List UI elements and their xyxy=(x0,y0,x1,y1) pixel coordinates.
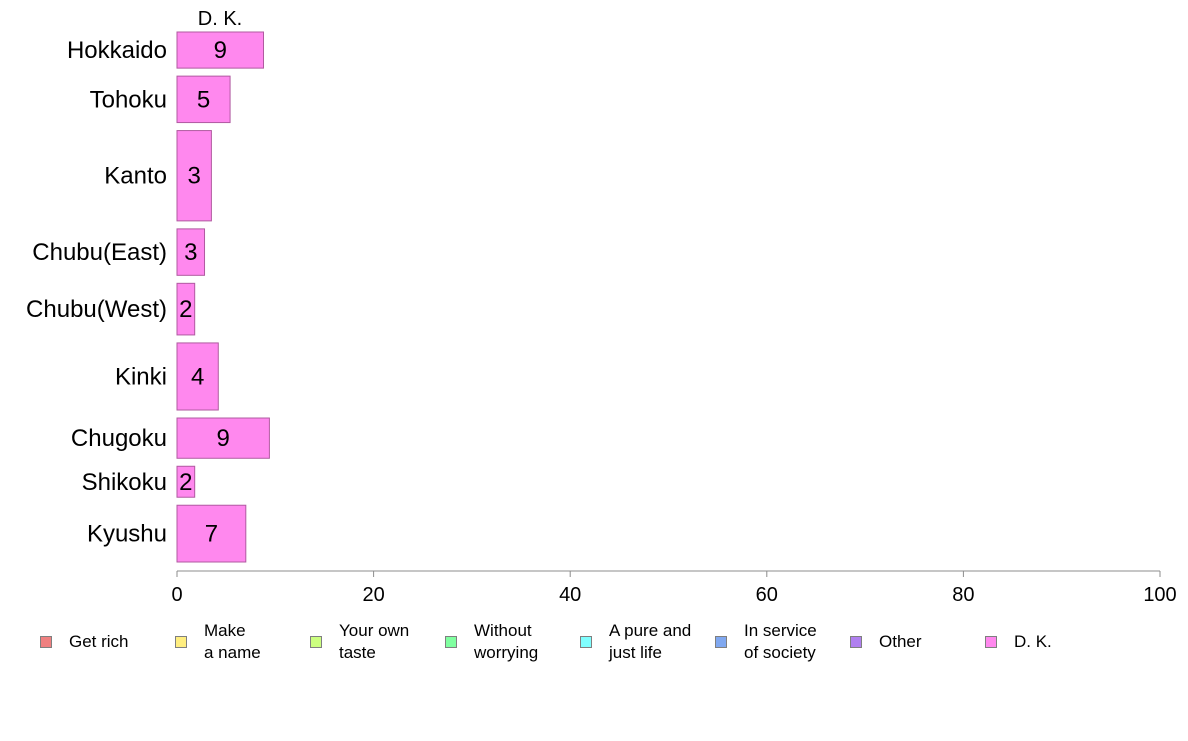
x-tick-label: 100 xyxy=(1143,584,1176,606)
legend: Get rich Make a name Your own taste Without… xyxy=(0,618,1188,678)
x-tick-label: 40 xyxy=(559,584,581,606)
data-label: 7 xyxy=(205,521,218,548)
legend-label: A pure and just life xyxy=(609,621,692,662)
x-tick-label: 20 xyxy=(362,584,384,606)
legend-item: Get rich xyxy=(40,618,129,666)
legend-label: Make a name xyxy=(204,621,261,662)
top-series-label: D. K. xyxy=(198,8,242,30)
legend-swatch xyxy=(715,636,727,648)
category-label: Chubu(West) xyxy=(26,296,167,323)
legend-swatch xyxy=(850,636,862,648)
data-label: 3 xyxy=(188,163,201,190)
bar xyxy=(176,504,247,563)
legend-item: In service of society xyxy=(715,618,817,666)
legend-swatch xyxy=(985,636,997,648)
category-label: Chubu(East) xyxy=(32,239,167,266)
bar xyxy=(176,417,270,459)
bar xyxy=(176,465,196,498)
legend-item: D. K. xyxy=(985,618,1052,666)
legend-swatch xyxy=(310,636,322,648)
category-label: Kanto xyxy=(104,163,167,190)
bar xyxy=(176,31,265,69)
data-label: 3 xyxy=(184,239,197,266)
data-label: 9 xyxy=(217,425,230,452)
data-label: 2 xyxy=(179,296,192,323)
x-tick-label: 80 xyxy=(952,584,974,606)
legend-item: Without worrying xyxy=(445,618,538,666)
category-label: Tohoku xyxy=(90,86,167,113)
bar xyxy=(176,75,231,124)
legend-swatch xyxy=(40,636,52,648)
legend-swatch xyxy=(580,636,592,648)
legend-item: Other xyxy=(850,618,922,666)
category-label: Shikoku xyxy=(82,469,167,496)
category-label: Chugoku xyxy=(71,425,167,452)
legend-item: Make a name xyxy=(175,618,261,666)
category-label: Hokkaido xyxy=(67,37,167,64)
legend-swatch xyxy=(175,636,187,648)
legend-item: Your own taste xyxy=(310,618,409,666)
legend-item: A pure and just life xyxy=(580,618,691,666)
legend-label: Other xyxy=(879,632,922,651)
legend-swatch xyxy=(445,636,457,648)
bar xyxy=(176,342,219,411)
category-label: Kinki xyxy=(115,363,167,390)
data-label: 9 xyxy=(214,37,227,64)
legend-label: Get rich xyxy=(69,632,129,651)
legend-label: In service of society xyxy=(744,621,817,662)
data-label: 4 xyxy=(191,363,204,390)
data-label: 2 xyxy=(179,469,192,496)
bar xyxy=(176,228,206,276)
data-label: 5 xyxy=(197,86,210,113)
bar xyxy=(176,130,212,222)
x-tick-label: 60 xyxy=(756,584,778,606)
legend-label: Without worrying xyxy=(474,621,539,662)
x-tick-label: 0 xyxy=(171,584,182,606)
bar xyxy=(176,282,196,336)
legend-label: D. K. xyxy=(1014,632,1052,651)
legend-label: Your own taste xyxy=(339,621,410,662)
category-label: Kyushu xyxy=(87,521,167,548)
